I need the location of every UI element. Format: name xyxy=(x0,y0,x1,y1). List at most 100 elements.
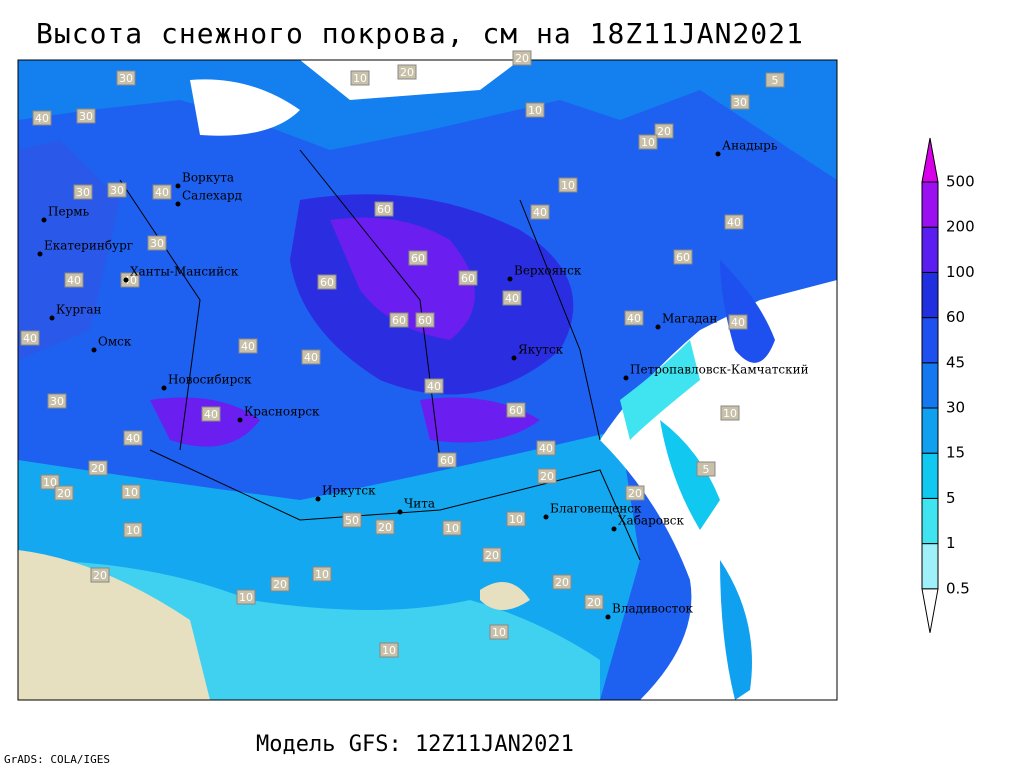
city-label: Иркутск xyxy=(322,484,376,498)
city-label: Пермь xyxy=(48,205,90,219)
contour-label: 60 xyxy=(392,314,406,327)
map-frame xyxy=(17,59,838,701)
contour-label-box xyxy=(584,594,604,610)
contour-label-box xyxy=(437,452,457,468)
legend-label: 200 xyxy=(946,218,975,236)
city-dot xyxy=(605,614,611,620)
contour-label: 20 xyxy=(587,596,601,609)
contour-label-box xyxy=(424,378,444,394)
contour-label: 40 xyxy=(727,216,741,229)
contour-label: 5 xyxy=(772,74,779,87)
contour-label-box xyxy=(342,512,362,528)
contour-label-box xyxy=(123,522,143,538)
city-dot xyxy=(511,355,517,361)
contour-label: 10 xyxy=(561,179,575,192)
contour-label-box xyxy=(537,468,557,484)
contour-label-box xyxy=(654,123,674,139)
contour-label: 40 xyxy=(304,351,318,364)
contour-label-box xyxy=(121,484,141,500)
contour-label-box xyxy=(375,519,395,535)
city-label: Новосибирск xyxy=(168,373,252,387)
contour-label: 60 xyxy=(440,454,454,467)
contour-label: 30 xyxy=(50,395,64,408)
contour-label-box xyxy=(408,250,428,266)
contour-label-box xyxy=(152,184,172,200)
contour-label: 40 xyxy=(241,340,255,353)
contour-label-box xyxy=(624,310,644,326)
contour-label: 10 xyxy=(126,524,140,537)
contour-label-box xyxy=(374,201,394,217)
title: Высота снежного покрова, см на 18Z11JAN2… xyxy=(36,17,804,50)
contour-label: 20 xyxy=(273,578,287,591)
city-dot xyxy=(175,183,181,189)
contour-label: 40 xyxy=(123,274,137,287)
legend-swatch xyxy=(921,588,939,633)
city-label: Владивосток xyxy=(612,602,694,616)
city-dot xyxy=(123,277,129,283)
contour-label-box xyxy=(638,134,658,150)
city-dot xyxy=(715,151,721,157)
city-dot xyxy=(161,385,167,391)
contour-label: 40 xyxy=(627,312,641,325)
contour-label-box xyxy=(116,70,136,86)
city-dot xyxy=(543,514,549,520)
contour-label-box xyxy=(47,393,67,409)
contour-label-box xyxy=(552,574,572,590)
city-label: Ханты-Мансийск xyxy=(130,265,239,279)
contour-label-box xyxy=(728,314,748,330)
contour-label-box xyxy=(147,235,167,251)
city-label: Хабаровск xyxy=(618,514,684,528)
city-dot xyxy=(655,324,661,330)
contour-label: 40 xyxy=(505,292,519,305)
subtitle: Модель GFS: 12Z11JAN2021 xyxy=(256,732,574,757)
contour-label-box xyxy=(270,576,290,592)
contour-label-box xyxy=(730,94,750,110)
legend-label: 30 xyxy=(946,399,965,417)
city-label: Верхоянск xyxy=(514,264,582,278)
contour-label: 60 xyxy=(320,276,334,289)
legend-swatch xyxy=(921,271,939,319)
contour-label: 30 xyxy=(119,72,133,85)
contour-label-box xyxy=(73,184,93,200)
city-dot xyxy=(175,201,181,207)
legend-label: 0.5 xyxy=(946,579,970,597)
contour-label-box xyxy=(54,485,74,501)
contour-label-box xyxy=(201,406,221,422)
contour-label: 60 xyxy=(509,404,523,417)
contour-label: 40 xyxy=(533,206,547,219)
contour-label-box xyxy=(415,312,435,328)
contour-label-box xyxy=(489,624,509,640)
contour-label: 40 xyxy=(155,186,169,199)
legend-swatch xyxy=(921,362,939,409)
city-label: Салехард xyxy=(182,189,242,203)
contour-label: 60 xyxy=(377,203,391,216)
contour-label-box xyxy=(525,102,545,118)
city-dot xyxy=(237,417,243,423)
contour-label-box xyxy=(506,402,526,418)
contour-label-box xyxy=(512,50,532,66)
contour-label-box xyxy=(238,338,258,354)
city-label: Анадырь xyxy=(722,139,778,153)
city-label: Магадан xyxy=(662,312,717,326)
contour-label: 20 xyxy=(555,576,569,589)
legend-swatch xyxy=(921,317,939,364)
contour-label-box xyxy=(724,214,744,230)
city-dot xyxy=(41,217,47,223)
contour-label-box xyxy=(673,249,693,265)
contour-label-box xyxy=(379,642,399,658)
contour-label: 10 xyxy=(353,72,367,85)
contour-label: 50 xyxy=(345,514,359,527)
contour-label: 20 xyxy=(628,487,642,500)
contour-label: 10 xyxy=(382,644,396,657)
contour-label: 10 xyxy=(315,568,329,581)
contour-label-box xyxy=(350,70,370,86)
contour-label-box xyxy=(536,440,556,456)
legend-label: 15 xyxy=(946,444,965,462)
legend-label: 5 xyxy=(946,489,956,507)
contour-label: 30 xyxy=(76,186,90,199)
city-dot xyxy=(623,375,629,381)
contour-label: 40 xyxy=(67,274,81,287)
city-label: Чита xyxy=(404,497,435,511)
contour-label-box xyxy=(442,520,462,536)
